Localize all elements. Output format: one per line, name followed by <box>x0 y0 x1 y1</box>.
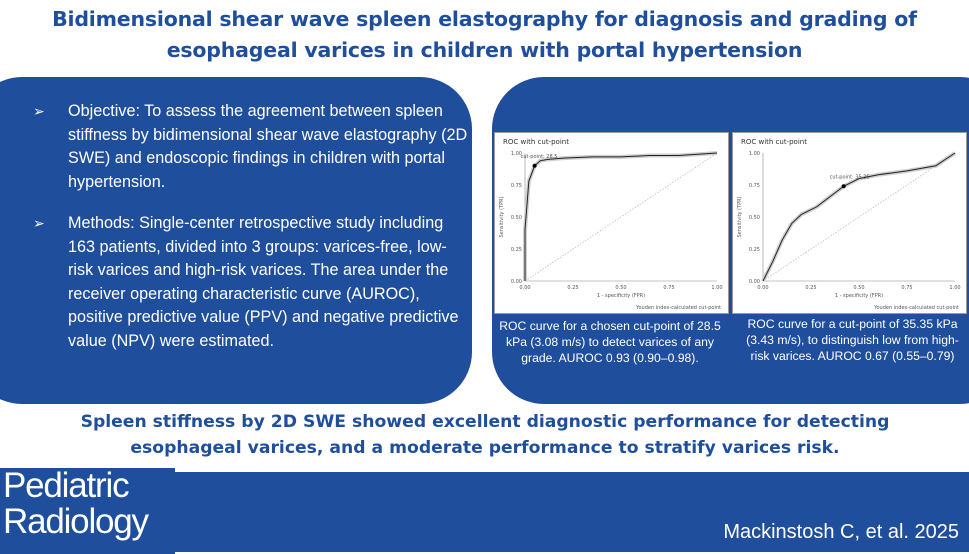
y-tick-label: 0.50 <box>749 215 760 221</box>
chart-title: ROC with cut-point <box>741 138 807 146</box>
conclusion: Spleen stiffness by 2D SWE showed excell… <box>20 409 950 461</box>
journal-logo <box>0 466 175 554</box>
cut-point-marker <box>841 184 846 189</box>
x-tick-label: 0.50 <box>853 285 864 291</box>
y-tick-label: 0.75 <box>511 183 522 189</box>
chart-footnote: Youden index-calculated cut-point <box>873 305 959 311</box>
y-tick-label: 0.50 <box>511 215 522 221</box>
roc-curve-line <box>762 152 956 282</box>
x-tick-label: 0.75 <box>901 285 912 291</box>
roc-chart-high-risk: ROC with cut-point 0.00 0.25 0.50 0.75 1.00 0.… <box>732 132 967 314</box>
x-tick-label: 0.25 <box>805 285 816 291</box>
roc-chart-svg: ROC with cut-point 0.00 0.25 0.50 0.75 1.00 0.… <box>737 138 961 311</box>
chart-footnote: Youden index-calculated cut-point <box>635 305 721 311</box>
y-tick-label: 1.00 <box>511 151 522 157</box>
y-tick-label: 0.25 <box>511 247 522 253</box>
cut-point-marker <box>532 163 537 168</box>
x-tick-label: 0.25 <box>567 285 578 291</box>
arrow-bullet-icon: ➢ <box>33 215 45 231</box>
arrow-bullet-icon: ➢ <box>33 103 45 119</box>
y-tick-label: 0.75 <box>749 183 760 189</box>
journal-logo-text: Pediatric Radiology <box>3 466 149 541</box>
x-tick-label: 1.00 <box>711 285 722 291</box>
y-tick-label: 0.00 <box>749 279 760 285</box>
journal-name-line-1: Pediatric <box>3 466 130 505</box>
title-line-1: Bidimensional shear wave spleen elastogr… <box>52 7 917 31</box>
reference-diagonal <box>762 152 956 282</box>
x-tick-label: 0.00 <box>757 285 768 291</box>
chart2-caption: ROC curve for a cut-point of 35.35 kPa (… <box>746 317 959 363</box>
x-axis-label: 1 - specificity (FPR) <box>835 293 883 299</box>
chart1-caption: ROC curve for a chosen cut-point of 28.5… <box>499 319 721 365</box>
title-line-2: esophageal varices in children with port… <box>166 38 803 62</box>
x-tick-label: 0.00 <box>519 285 530 291</box>
y-tick-label: 0.25 <box>749 247 760 253</box>
x-axis-label: 1 - specificity (FPR) <box>597 293 645 299</box>
objective-methods-panel <box>0 77 472 404</box>
cut-point-label: cut-point: 35.35 <box>830 174 870 180</box>
objective-text: Objective: To assess the agreement betwe… <box>68 102 468 191</box>
y-tick-label: 1.00 <box>749 151 760 157</box>
objective-bullet: ➢ Objective: To assess the agreement bet… <box>33 100 468 194</box>
citation: Mackinstosh C, et al. 2025 <box>723 521 959 543</box>
conclusion-line-1: Spleen stiffness by 2D SWE showed excell… <box>80 412 890 432</box>
y-axis-label: Sensitivity (TPR) <box>499 196 505 237</box>
methods-bullet: ➢ Methods: Single-center retrospective s… <box>33 212 468 353</box>
roc-chart-any-grade: ROC with cut-point 0.00 0.25 0.50 0.75 1.00 0.… <box>494 132 729 314</box>
chart-title: ROC with cut-point <box>503 138 569 146</box>
y-tick-label: 0.00 <box>511 279 522 285</box>
cut-point-label: cut-point: 28.5 <box>521 154 558 160</box>
reference-diagonal <box>524 152 718 282</box>
roc-curve-line <box>524 152 718 281</box>
bullet-list: ➢ Objective: To assess the agreement bet… <box>33 100 468 353</box>
poster-title: Bidimensional shear wave spleen elastogr… <box>0 4 969 66</box>
methods-text: Methods: Single-center retrospective stu… <box>68 214 459 350</box>
y-axis-label: Sensitivity (TPR) <box>737 196 743 237</box>
roc-chart-svg: ROC with cut-point 0.00 0.25 0.50 0.75 1.00 0.… <box>499 138 723 311</box>
x-tick-label: 0.50 <box>615 285 626 291</box>
journal-name-line-2: Radiology <box>3 502 149 541</box>
x-tick-label: 1.00 <box>949 285 960 291</box>
x-tick-label: 0.75 <box>663 285 674 291</box>
conclusion-line-2: esophageal varices, and a moderate perfo… <box>130 438 840 458</box>
